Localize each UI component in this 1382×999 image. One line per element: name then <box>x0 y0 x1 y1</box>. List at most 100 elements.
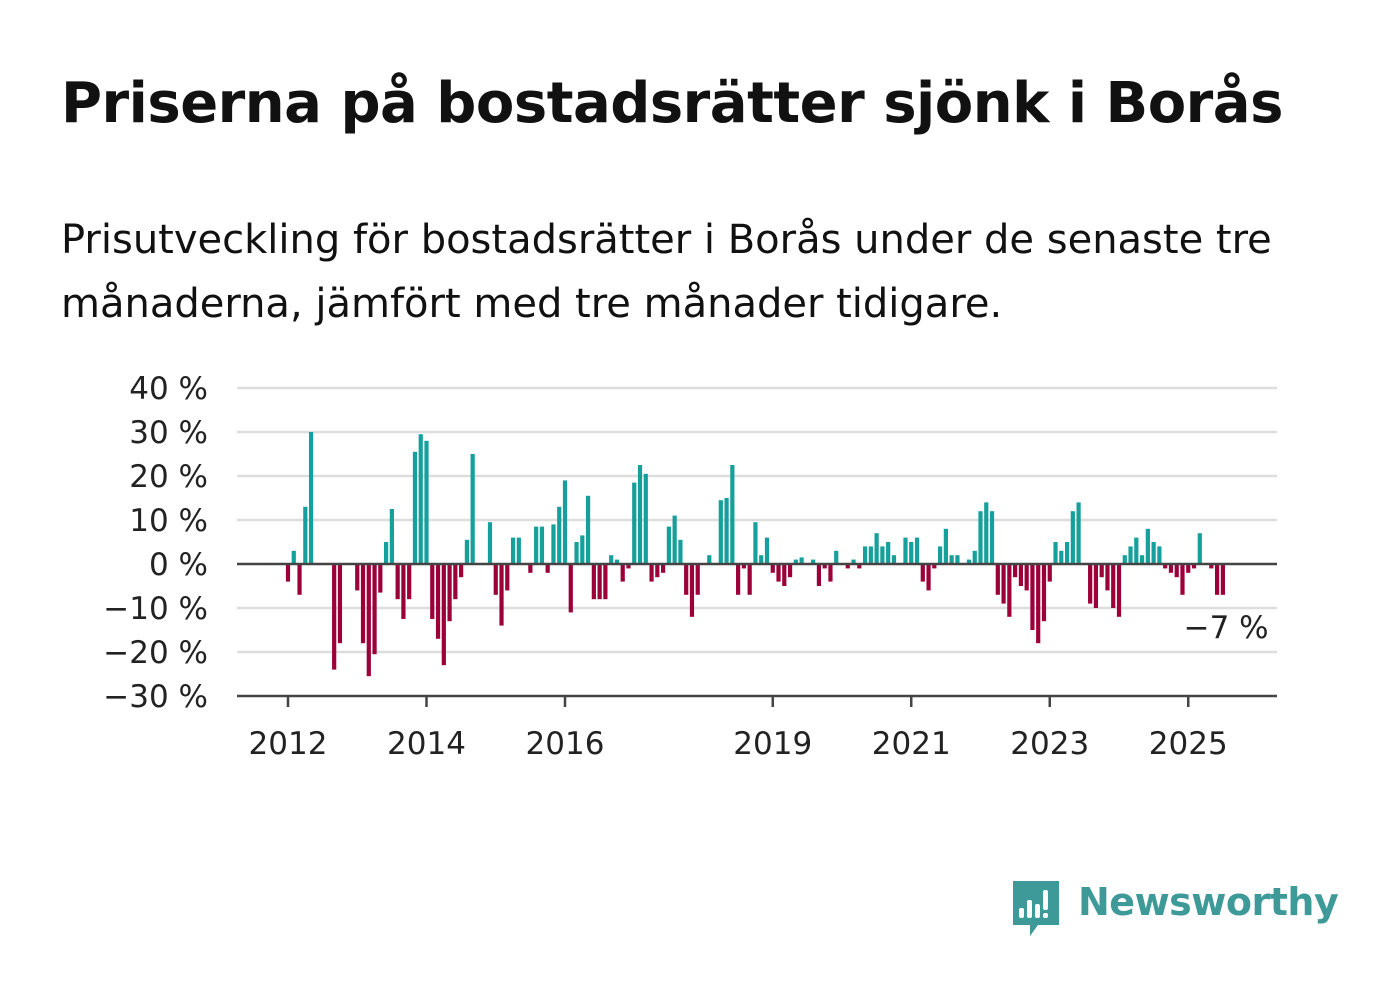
bar <box>891 555 897 564</box>
bar <box>505 564 510 591</box>
bar <box>643 473 648 564</box>
bar <box>384 542 389 564</box>
chart-subtitle: Prisutveckling för bostadsrätter i Borås… <box>61 217 1272 327</box>
x-tick-label: 2012 <box>249 726 328 762</box>
bar <box>395 564 400 600</box>
bar <box>1116 564 1122 617</box>
y-tick-label: −20 % <box>103 635 208 671</box>
bar <box>828 564 833 582</box>
bar <box>753 522 758 564</box>
bar <box>672 515 677 564</box>
bar <box>637 465 643 564</box>
bar <box>730 465 735 564</box>
brand-logo[interactable]: Newsworthy <box>1010 878 1340 942</box>
bar <box>603 564 608 600</box>
bar <box>938 546 943 564</box>
bar <box>1105 564 1110 591</box>
bar <box>378 564 383 593</box>
bar <box>989 511 995 564</box>
bar <box>874 533 879 564</box>
bar <box>401 564 406 619</box>
bar <box>1030 564 1035 630</box>
bar <box>1013 564 1018 578</box>
x-tick-label: 2019 <box>733 726 812 762</box>
bar <box>580 535 585 564</box>
bar <box>1151 542 1156 564</box>
bar <box>707 555 712 564</box>
bar <box>926 564 931 591</box>
bar <box>1007 564 1012 617</box>
bar <box>407 564 412 600</box>
bar <box>574 542 579 564</box>
bar <box>626 564 631 569</box>
bar <box>499 564 504 626</box>
bar <box>995 564 1000 595</box>
y-tick-label: 40 % <box>129 371 208 407</box>
x-tick-label: 2014 <box>387 726 466 762</box>
y-axis-tick-labels: −30 % −20 % −10 % 0 % 10 % 20 % 30 % 40 % <box>103 371 208 715</box>
bar <box>435 564 441 639</box>
bar <box>1220 564 1225 595</box>
bar <box>1070 511 1075 564</box>
bar <box>764 537 770 564</box>
bar <box>1111 564 1116 608</box>
bar <box>747 564 752 595</box>
bar <box>689 564 695 617</box>
bar <box>562 480 568 564</box>
bar <box>787 564 793 578</box>
bar <box>614 559 620 564</box>
bar <box>459 564 464 578</box>
y-tick-label: −30 % <box>103 679 208 715</box>
bar <box>609 555 614 564</box>
bar <box>949 555 954 564</box>
bar <box>424 440 429 564</box>
bar <box>724 498 729 564</box>
bar <box>1134 537 1139 564</box>
bar <box>1128 546 1133 564</box>
bar <box>782 564 787 586</box>
bar <box>1186 564 1191 573</box>
bar <box>966 559 972 564</box>
bar <box>984 502 989 564</box>
bar <box>1001 564 1006 604</box>
bar <box>857 564 862 569</box>
bar <box>1180 564 1185 595</box>
bar <box>1093 564 1099 608</box>
bar <box>591 564 596 600</box>
bar <box>718 500 723 564</box>
bar <box>516 537 521 564</box>
bar <box>1174 564 1179 578</box>
y-tick-label: 30 % <box>129 415 208 451</box>
bar <box>1076 502 1081 564</box>
bar <box>1145 528 1150 564</box>
bar <box>470 454 475 564</box>
y-tick-label: −10 % <box>103 591 208 627</box>
bar <box>920 564 925 582</box>
bar <box>655 564 660 578</box>
bar <box>412 451 418 564</box>
bar <box>1018 564 1023 586</box>
bar <box>1064 542 1070 564</box>
bar <box>862 546 868 564</box>
bar-series <box>285 432 1225 677</box>
bar <box>430 564 435 619</box>
bar <box>303 506 308 564</box>
bar <box>487 522 493 564</box>
bar <box>932 564 937 569</box>
bar <box>620 564 625 582</box>
bar <box>1157 546 1162 564</box>
bar <box>811 559 816 564</box>
bar <box>453 564 458 600</box>
x-tick-label: 2021 <box>872 726 951 762</box>
bar <box>585 495 591 564</box>
bar <box>568 564 573 613</box>
bar-chart-speech-bubble-icon <box>1013 881 1059 936</box>
bar <box>793 559 798 564</box>
bar <box>1041 564 1047 622</box>
bar <box>1122 555 1127 564</box>
grid-lines <box>237 386 1277 654</box>
bar <box>539 526 545 564</box>
bar <box>1088 564 1093 604</box>
bar <box>291 550 296 564</box>
bar <box>678 539 683 564</box>
